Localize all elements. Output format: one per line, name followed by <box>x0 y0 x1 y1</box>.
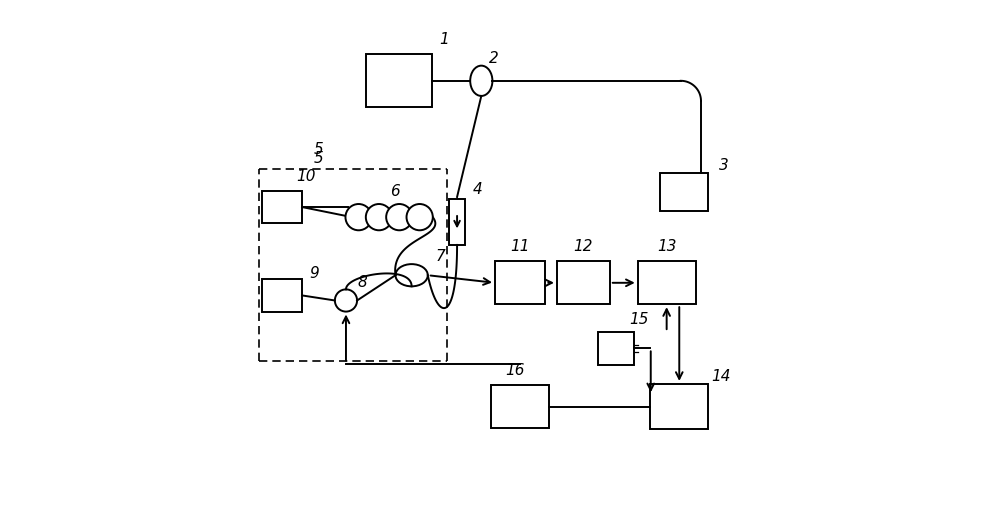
Text: 10: 10 <box>296 169 316 184</box>
Bar <box>598 332 634 365</box>
Circle shape <box>407 204 433 230</box>
Bar <box>660 173 708 211</box>
Bar <box>366 55 432 108</box>
Text: 6: 6 <box>390 184 400 199</box>
Text: 4: 4 <box>473 182 483 197</box>
Text: 9: 9 <box>310 267 320 281</box>
Ellipse shape <box>470 66 492 96</box>
Bar <box>449 199 465 245</box>
Text: 8: 8 <box>357 275 367 290</box>
Text: 11: 11 <box>510 239 530 254</box>
Text: 14: 14 <box>711 369 731 384</box>
Ellipse shape <box>395 264 428 286</box>
Bar <box>495 262 545 304</box>
Bar <box>638 262 696 304</box>
Circle shape <box>386 204 412 230</box>
Text: 2: 2 <box>489 50 499 66</box>
Text: 12: 12 <box>574 239 593 254</box>
Text: 7: 7 <box>436 248 445 264</box>
Bar <box>262 279 302 312</box>
Circle shape <box>335 289 357 312</box>
Circle shape <box>366 204 392 230</box>
Text: 13: 13 <box>657 239 676 254</box>
Text: 16: 16 <box>505 364 525 378</box>
Bar <box>650 384 708 429</box>
Text: 5: 5 <box>313 141 323 157</box>
Circle shape <box>345 204 372 230</box>
Text: 5: 5 <box>313 150 323 166</box>
Text: 1: 1 <box>440 32 449 46</box>
Bar <box>557 262 610 304</box>
Bar <box>262 190 302 223</box>
Bar <box>491 385 549 428</box>
Text: 15: 15 <box>629 312 649 327</box>
Text: 3: 3 <box>719 158 728 173</box>
